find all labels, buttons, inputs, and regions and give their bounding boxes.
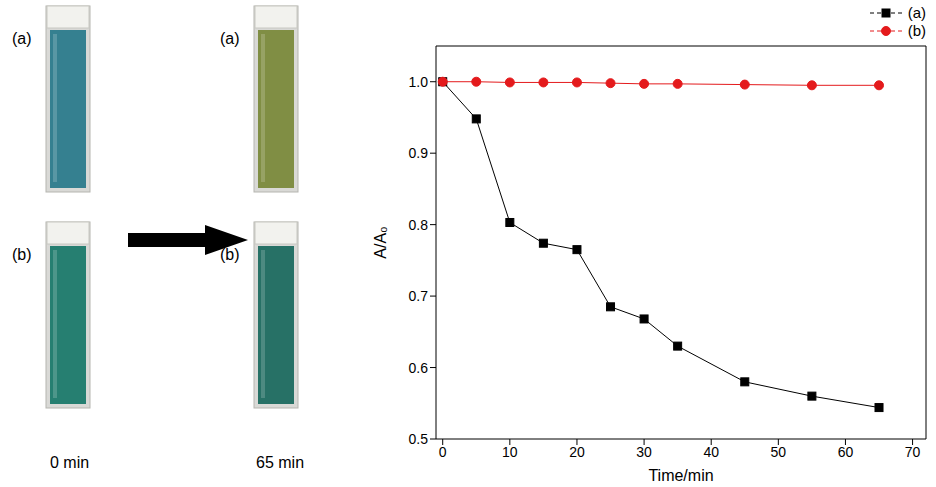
- svg-text:(a): (a): [220, 30, 240, 47]
- svg-text:30: 30: [636, 444, 652, 460]
- svg-text:65 min: 65 min: [256, 454, 304, 471]
- svg-text:0.9: 0.9: [409, 145, 429, 161]
- html-text:(a): (a): [907, 4, 926, 21]
- svg-text:0.6: 0.6: [409, 360, 429, 376]
- svg-text:10: 10: [502, 444, 518, 460]
- svg-text:(b): (b): [220, 246, 240, 263]
- svg-text:0.7: 0.7: [409, 288, 429, 304]
- svg-text:0.8: 0.8: [409, 217, 429, 233]
- svg-text:1.0: 1.0: [409, 74, 429, 90]
- svg-text:20: 20: [569, 444, 585, 460]
- svg-text:40: 40: [703, 444, 719, 460]
- svg-text:60: 60: [838, 444, 854, 460]
- svg-text:50: 50: [771, 444, 787, 460]
- svg-text:0: 0: [439, 444, 447, 460]
- svg-text:0.5: 0.5: [409, 431, 429, 447]
- svg-text:(a): (a): [12, 30, 32, 47]
- svg-text:(b): (b): [12, 246, 32, 263]
- svg-text:Time/min: Time/min: [648, 467, 713, 484]
- svg-text:A/A₀: A/A₀: [372, 226, 389, 258]
- svg-text:70: 70: [905, 444, 921, 460]
- html-text:(b): (b): [907, 22, 926, 39]
- svg-text:0 min: 0 min: [50, 454, 89, 471]
